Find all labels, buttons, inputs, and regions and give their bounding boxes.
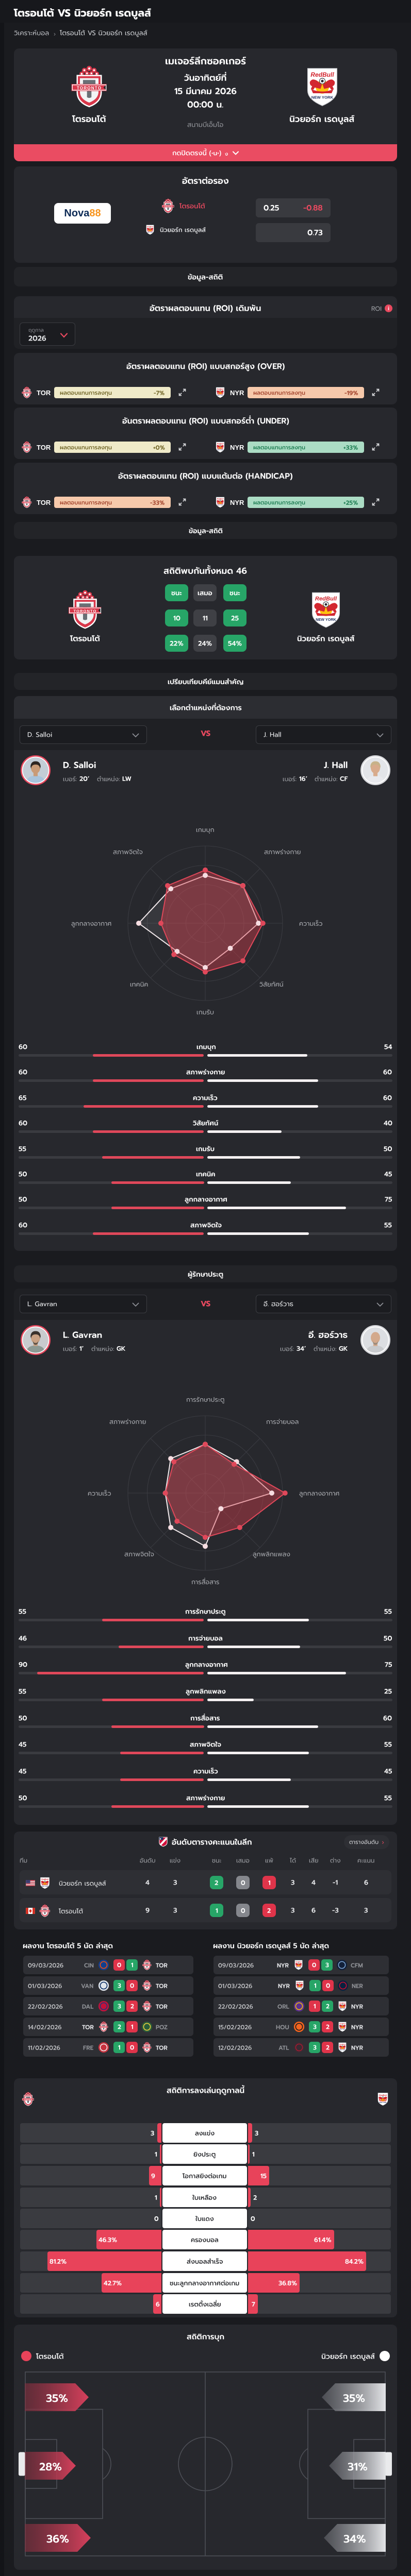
svg-text:NEW YORK: NEW YORK	[340, 2050, 346, 2051]
svg-text:NEW YORK: NEW YORK	[217, 450, 223, 451]
svg-text:TORONTO: TORONTO	[74, 608, 97, 613]
svg-text:TORONTO: TORONTO	[76, 86, 101, 91]
svg-text:RedBull: RedBull	[217, 388, 224, 390]
svg-text:NEW YORK: NEW YORK	[340, 2029, 346, 2030]
svg-text:i: i	[388, 306, 389, 312]
svg-text:TORONTO: TORONTO	[164, 206, 173, 208]
svg-text:NEW YORK: NEW YORK	[42, 1886, 48, 1887]
svg-text:TORONTO: TORONTO	[144, 2006, 150, 2007]
svg-text:TORONTO: TORONTO	[23, 502, 30, 503]
svg-text:RedBull: RedBull	[41, 1878, 49, 1880]
svg-text:NEW YORK: NEW YORK	[297, 1988, 303, 1989]
svg-text:TORONTO: TORONTO	[144, 1986, 150, 1987]
svg-text:TORONTO: TORONTO	[23, 393, 30, 394]
svg-text:RedBull: RedBull	[147, 226, 153, 228]
svg-text:NEW YORK: NEW YORK	[379, 2102, 386, 2104]
svg-text:NEW YORK: NEW YORK	[340, 2009, 346, 2010]
svg-text:RedBull: RedBull	[339, 2002, 346, 2004]
svg-text:TORONTO: TORONTO	[41, 1910, 49, 1912]
svg-text:NEW YORK: NEW YORK	[217, 395, 223, 396]
svg-text:RedBull: RedBull	[217, 498, 224, 500]
svg-text:NEW YORK: NEW YORK	[311, 95, 333, 99]
svg-text:RedBull: RedBull	[297, 1981, 303, 1984]
svg-text:TORONTO: TORONTO	[144, 1965, 150, 1966]
svg-text:TORONTO: TORONTO	[24, 2098, 32, 2100]
svg-text:RedBull: RedBull	[339, 2023, 346, 2025]
svg-text:RedBull: RedBull	[339, 2043, 346, 2045]
svg-text:RedBull: RedBull	[217, 443, 224, 445]
svg-text:RedBull: RedBull	[295, 1961, 302, 1963]
svg-text:RedBull: RedBull	[315, 596, 337, 602]
svg-text:TORONTO: TORONTO	[144, 2047, 150, 2048]
svg-text:NEW YORK: NEW YORK	[296, 1968, 302, 1969]
svg-text:RedBull: RedBull	[379, 2094, 387, 2096]
svg-text:TORONTO: TORONTO	[101, 2027, 107, 2028]
svg-text:TORONTO: TORONTO	[23, 447, 30, 448]
svg-text:NEW YORK: NEW YORK	[316, 617, 336, 622]
svg-text:NEW YORK: NEW YORK	[147, 232, 153, 233]
svg-text:RedBull: RedBull	[310, 71, 334, 78]
svg-text:NEW YORK: NEW YORK	[217, 505, 223, 506]
